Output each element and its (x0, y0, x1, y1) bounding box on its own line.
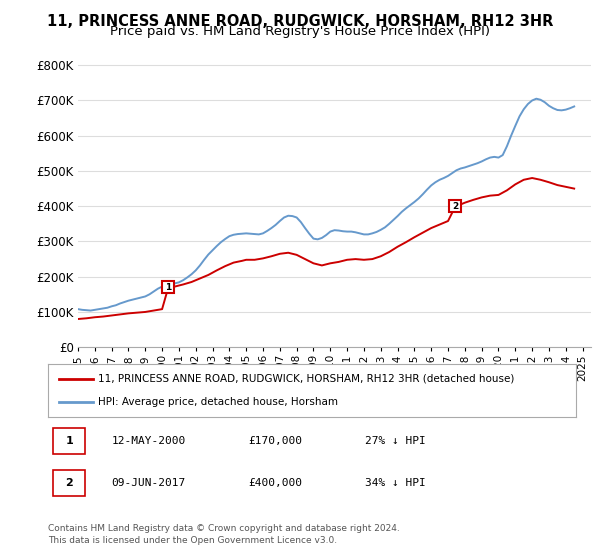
Text: 2: 2 (65, 478, 73, 488)
Text: 1: 1 (165, 283, 172, 292)
Text: 1: 1 (65, 436, 73, 446)
Text: This data is licensed under the Open Government Licence v3.0.: This data is licensed under the Open Gov… (48, 536, 337, 545)
Text: Contains HM Land Registry data © Crown copyright and database right 2024.: Contains HM Land Registry data © Crown c… (48, 524, 400, 533)
Text: £170,000: £170,000 (248, 436, 302, 446)
Text: £400,000: £400,000 (248, 478, 302, 488)
Text: HPI: Average price, detached house, Horsham: HPI: Average price, detached house, Hors… (98, 397, 338, 407)
Text: 2: 2 (452, 202, 458, 211)
Text: 34% ↓ HPI: 34% ↓ HPI (365, 478, 425, 488)
Text: Price paid vs. HM Land Registry's House Price Index (HPI): Price paid vs. HM Land Registry's House … (110, 25, 490, 38)
Text: 09-JUN-2017: 09-JUN-2017 (112, 478, 185, 488)
Text: 27% ↓ HPI: 27% ↓ HPI (365, 436, 425, 446)
Text: 11, PRINCESS ANNE ROAD, RUDGWICK, HORSHAM, RH12 3HR: 11, PRINCESS ANNE ROAD, RUDGWICK, HORSHA… (47, 14, 553, 29)
FancyBboxPatch shape (53, 470, 85, 496)
FancyBboxPatch shape (53, 428, 85, 454)
Text: 12-MAY-2000: 12-MAY-2000 (112, 436, 185, 446)
Text: 11, PRINCESS ANNE ROAD, RUDGWICK, HORSHAM, RH12 3HR (detached house): 11, PRINCESS ANNE ROAD, RUDGWICK, HORSHA… (98, 374, 515, 384)
